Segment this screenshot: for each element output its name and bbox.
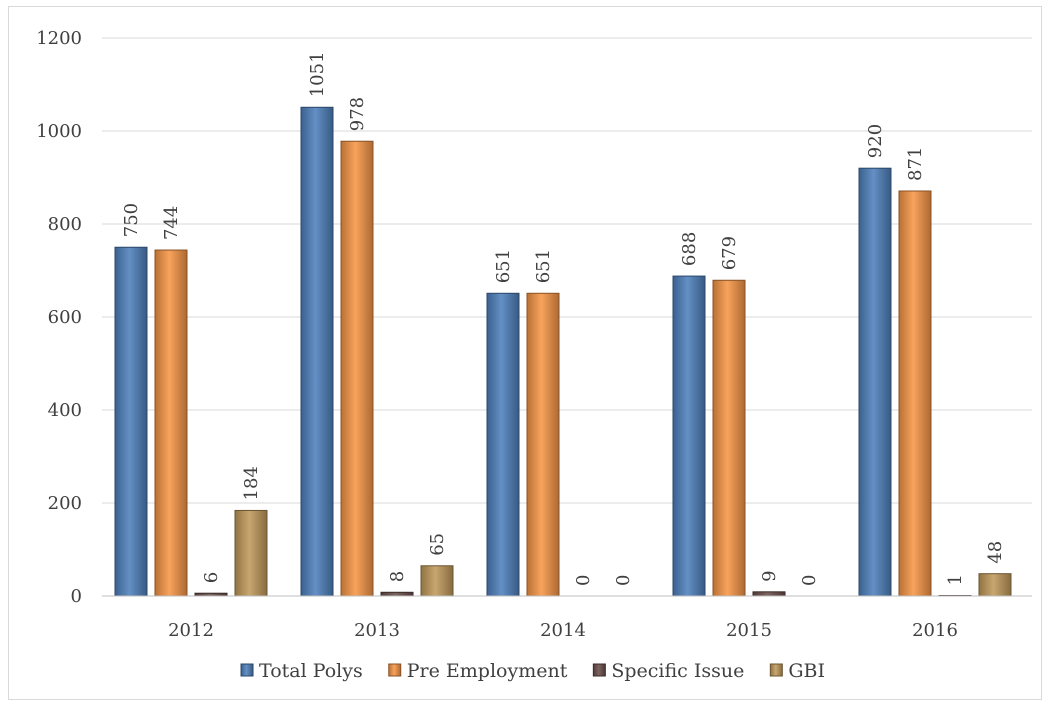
data-label: 651	[493, 249, 514, 283]
bar	[420, 565, 454, 597]
x-tick-label: 2014	[540, 620, 586, 641]
y-tick-label: 400	[48, 400, 82, 421]
legend-swatch	[388, 663, 402, 677]
bars	[114, 106, 1012, 597]
x-tick-label: 2013	[354, 620, 400, 641]
data-label: 6	[201, 572, 222, 583]
bar	[340, 140, 374, 597]
bar	[898, 190, 932, 597]
x-tick-label: 2015	[726, 620, 772, 641]
data-label: 65	[427, 533, 448, 556]
y-tick-label: 200	[48, 493, 82, 514]
data-label: 871	[905, 147, 926, 181]
legend-swatch	[592, 663, 606, 677]
data-label: 688	[679, 232, 700, 266]
bar	[858, 167, 892, 597]
y-tick-label: 1000	[36, 121, 82, 142]
y-axis-ticks: 0 200 400 600 800 1000 1200	[36, 28, 82, 607]
x-axis: 2012 2013 2014 2015 2016	[102, 595, 1032, 641]
bar	[380, 591, 414, 597]
bar	[114, 246, 148, 597]
bar	[978, 573, 1012, 597]
gridlines	[102, 37, 1032, 504]
data-label: 1	[945, 574, 966, 585]
legend-label: Specific Issue	[611, 660, 744, 682]
bar	[154, 249, 188, 597]
data-label: 0	[573, 575, 594, 586]
data-label: 0	[799, 575, 820, 586]
data-label: 744	[161, 206, 182, 240]
y-tick-label: 1200	[36, 28, 82, 49]
x-tick-label: 2012	[168, 620, 214, 641]
data-label: 9	[759, 570, 780, 581]
data-label: 1051	[307, 51, 328, 97]
data-label: 0	[613, 575, 634, 586]
data-label: 679	[719, 236, 740, 270]
bar	[712, 279, 746, 597]
data-label: 651	[533, 249, 554, 283]
bar	[486, 292, 520, 597]
data-label: 920	[865, 124, 886, 158]
y-tick-label: 0	[71, 586, 82, 607]
y-tick-label: 600	[48, 307, 82, 328]
legend-label: Total Polys	[259, 660, 363, 682]
y-tick-label: 800	[48, 214, 82, 235]
data-labels: 750 744 6 184 1051 978 8 65 651 651 0 0 688 679 9 0 920 8…	[121, 51, 1006, 586]
legend-swatch	[769, 663, 783, 677]
data-label: 8	[387, 571, 408, 582]
legend-label: Pre Employment	[407, 660, 568, 682]
bar	[526, 292, 560, 597]
data-label: 978	[347, 97, 368, 131]
bar	[234, 509, 268, 597]
legend-label: GBI	[788, 660, 825, 682]
x-tick-label: 2016	[912, 620, 958, 641]
data-label: 184	[241, 466, 262, 500]
legend-swatch	[240, 663, 254, 677]
bar	[752, 591, 786, 597]
legend: Total Polys Pre Employment Specific Issue G…	[240, 660, 825, 682]
bar	[300, 106, 334, 597]
data-label: 48	[985, 541, 1006, 564]
bar	[672, 275, 706, 597]
data-label: 750	[121, 203, 142, 237]
